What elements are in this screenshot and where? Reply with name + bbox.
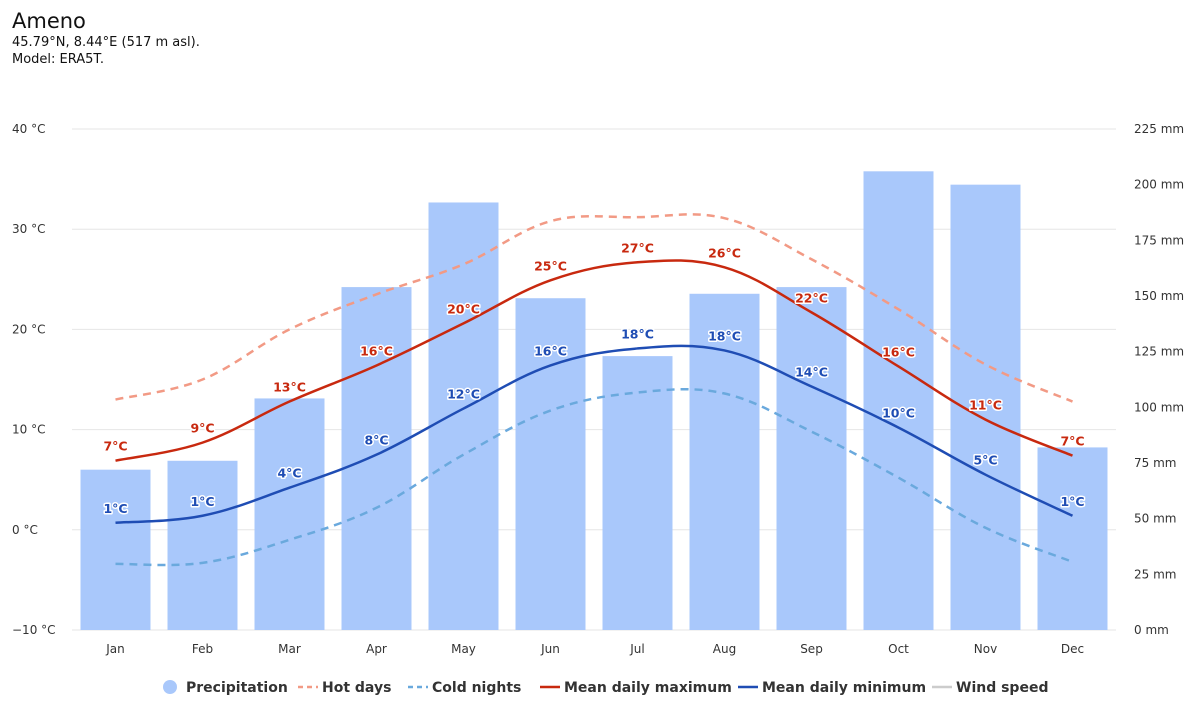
mean-daily-maximum-data-label: 7°C — [1060, 434, 1084, 449]
y-right-tick-label: 200 mm — [1134, 178, 1184, 192]
mean-daily-minimum-data-label: 18°C — [621, 326, 654, 341]
mean-daily-maximum-data-label: 13°C — [273, 380, 306, 395]
mean-daily-maximum-data-label: 27°C — [621, 240, 654, 255]
legend-precipitation-marker — [163, 680, 177, 694]
mean-daily-minimum-data-label: 10°C — [882, 406, 915, 421]
x-tick-label: Jun — [540, 642, 560, 656]
mean-daily-maximum-data-label: 25°C — [534, 258, 567, 273]
mean-daily-maximum-data-label: 26°C — [708, 245, 741, 260]
mean-daily-maximum-data-label: 11°C — [969, 398, 1002, 413]
mean-daily-minimum-data-label: 1°C — [1060, 494, 1084, 509]
precipitation-bar — [80, 469, 151, 630]
mean-daily-minimum-data-label: 1°C — [103, 501, 127, 516]
cold-nights-line — [115, 387, 1073, 567]
x-tick-label: Apr — [366, 642, 387, 656]
precipitation-bar — [515, 298, 586, 630]
mean-daily-minimum-data-label: 12°C — [447, 387, 480, 402]
mean-daily-maximum-line — [115, 259, 1073, 462]
mean-daily-maximum-data-label: 9°C — [190, 421, 214, 436]
y-right-tick-label: 50 mm — [1134, 512, 1176, 526]
precipitation-bar — [602, 356, 673, 630]
y-left-tick-label: 40 °C — [12, 122, 45, 136]
precipitation-bar — [167, 460, 238, 630]
location-coords: 45.79°N, 8.44°E (517 m asl). — [12, 35, 200, 50]
mean-daily-maximum-data-label: 16°C — [882, 344, 915, 359]
mean-daily-minimum-data-label: 16°C — [534, 343, 567, 358]
mean-daily-minimum-data-label: 4°C — [277, 466, 301, 481]
mean-daily-maximum-data-label: 20°C — [447, 301, 480, 316]
legend-cold-nights-label: Cold nights — [432, 680, 521, 696]
mean-daily-minimum-data-label: 1°C — [190, 494, 214, 509]
mean-daily-minimum-data-label: 14°C — [795, 365, 828, 380]
y-left-tick-label: 20 °C — [12, 322, 45, 336]
precipitation-bar — [254, 398, 325, 630]
x-tick-label: Feb — [192, 642, 213, 656]
y-right-tick-label: 100 mm — [1134, 400, 1184, 414]
hot-days-line — [115, 213, 1073, 403]
y-right-tick-label: 75 mm — [1134, 456, 1176, 470]
legend-mean-daily-maximum-label: Mean daily maximum — [564, 680, 732, 696]
x-tick-label: Aug — [713, 642, 736, 656]
y-left-tick-label: −10 °C — [12, 623, 56, 637]
mean-daily-maximum-data-label: 16°C — [360, 343, 393, 358]
legend-wind-speed-label: Wind speed — [956, 680, 1048, 696]
mean-daily-minimum-data-label: 5°C — [973, 453, 997, 468]
y-right-tick-label: 25 mm — [1134, 567, 1176, 581]
y-left-tick-label: 0 °C — [12, 523, 38, 537]
location-title: Ameno — [12, 9, 86, 33]
x-tick-label: May — [451, 642, 476, 656]
x-tick-label: Nov — [974, 642, 997, 656]
legend-hot-days-label: Hot days — [322, 680, 391, 696]
y-left-tick-label: 10 °C — [12, 423, 45, 437]
mean-daily-minimum-line — [115, 344, 1074, 525]
y-right-tick-label: 125 mm — [1134, 345, 1184, 359]
mean-daily-minimum-data-label: 18°C — [708, 328, 741, 343]
chart-header: Ameno 45.79°N, 8.44°E (517 m asl). Model… — [12, 8, 200, 68]
y-right-tick-label: 225 mm — [1134, 122, 1184, 136]
precipitation-bar — [776, 287, 847, 630]
mean-daily-maximum-data-label: 7°C — [103, 439, 127, 454]
legend-precipitation-label: Precipitation — [186, 680, 288, 696]
x-tick-label: Dec — [1061, 642, 1084, 656]
precipitation-bar — [863, 171, 934, 630]
precipitation-bar — [428, 202, 499, 631]
x-tick-label: Oct — [888, 642, 909, 656]
model-label: Model: ERA5T. — [12, 52, 104, 67]
y-right-tick-label: 175 mm — [1134, 233, 1184, 247]
precipitation-bar — [1037, 447, 1108, 630]
precipitation-bar — [689, 293, 760, 630]
mean-daily-minimum-data-label: 8°C — [364, 433, 388, 448]
precipitation-bar — [341, 287, 412, 630]
y-left-tick-label: 30 °C — [12, 222, 45, 236]
x-tick-label: Jan — [105, 642, 125, 656]
legend-mean-daily-minimum-label: Mean daily minimum — [762, 680, 926, 696]
x-tick-label: Sep — [800, 642, 823, 656]
y-right-tick-label: 0 mm — [1134, 623, 1169, 637]
mean-daily-maximum-data-label: 22°C — [795, 290, 828, 305]
x-tick-label: Jul — [629, 642, 644, 656]
y-right-tick-label: 150 mm — [1134, 289, 1184, 303]
x-tick-label: Mar — [278, 642, 301, 656]
